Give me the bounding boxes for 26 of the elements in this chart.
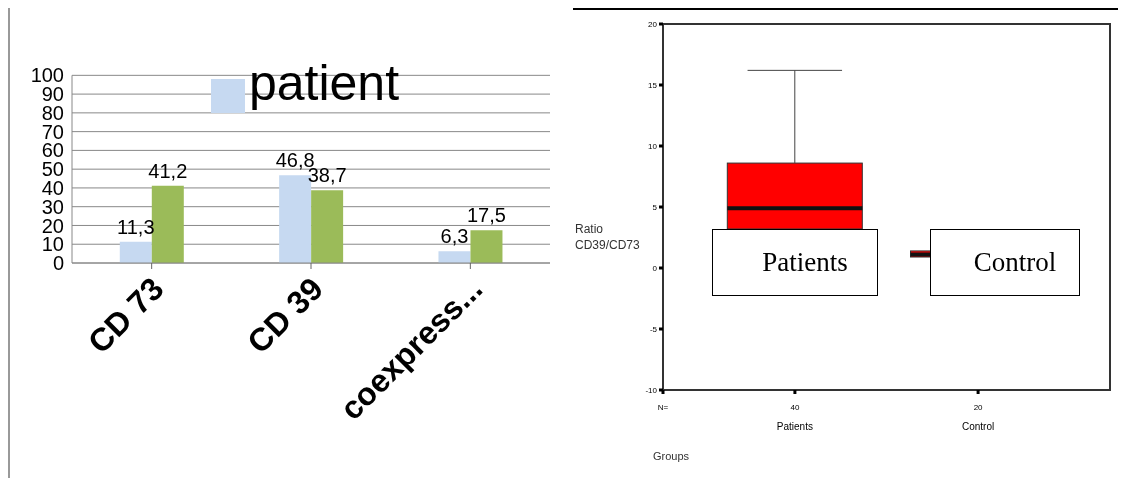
x-axis-title: Groups bbox=[653, 450, 690, 462]
text: 20 bbox=[973, 403, 984, 412]
data-label: 17,5 bbox=[467, 204, 506, 227]
annotation: Patients bbox=[711, 229, 878, 296]
y-tick-label: -10 bbox=[645, 385, 658, 395]
bar bbox=[311, 190, 344, 263]
x-tick-label: CD 39 bbox=[240, 270, 330, 361]
bar bbox=[119, 241, 152, 263]
y-tick-label: 0 bbox=[652, 263, 658, 273]
data-label: 41,2 bbox=[148, 159, 188, 182]
legend-label: patient bbox=[248, 55, 400, 111]
y-tick-label: 10 bbox=[648, 141, 658, 151]
x-tick-label: Patients bbox=[776, 421, 813, 432]
y-tick-label: 5 bbox=[652, 202, 658, 212]
x-tick-label: Control bbox=[961, 421, 995, 432]
annotation: Control bbox=[930, 229, 1081, 296]
x-tick-label: CD 73 bbox=[81, 270, 171, 361]
text: N= bbox=[657, 403, 669, 412]
bar bbox=[438, 251, 471, 263]
y-axis-title: Ratio CD39/CD73 bbox=[575, 221, 641, 252]
bar bbox=[470, 230, 503, 263]
y-tick-label: 15 bbox=[648, 80, 658, 90]
text: 40 bbox=[790, 403, 800, 412]
y-tick-label: -5 bbox=[649, 324, 658, 334]
y-tick-label: 20 bbox=[648, 19, 658, 29]
data-label: 6,3 bbox=[440, 225, 469, 248]
